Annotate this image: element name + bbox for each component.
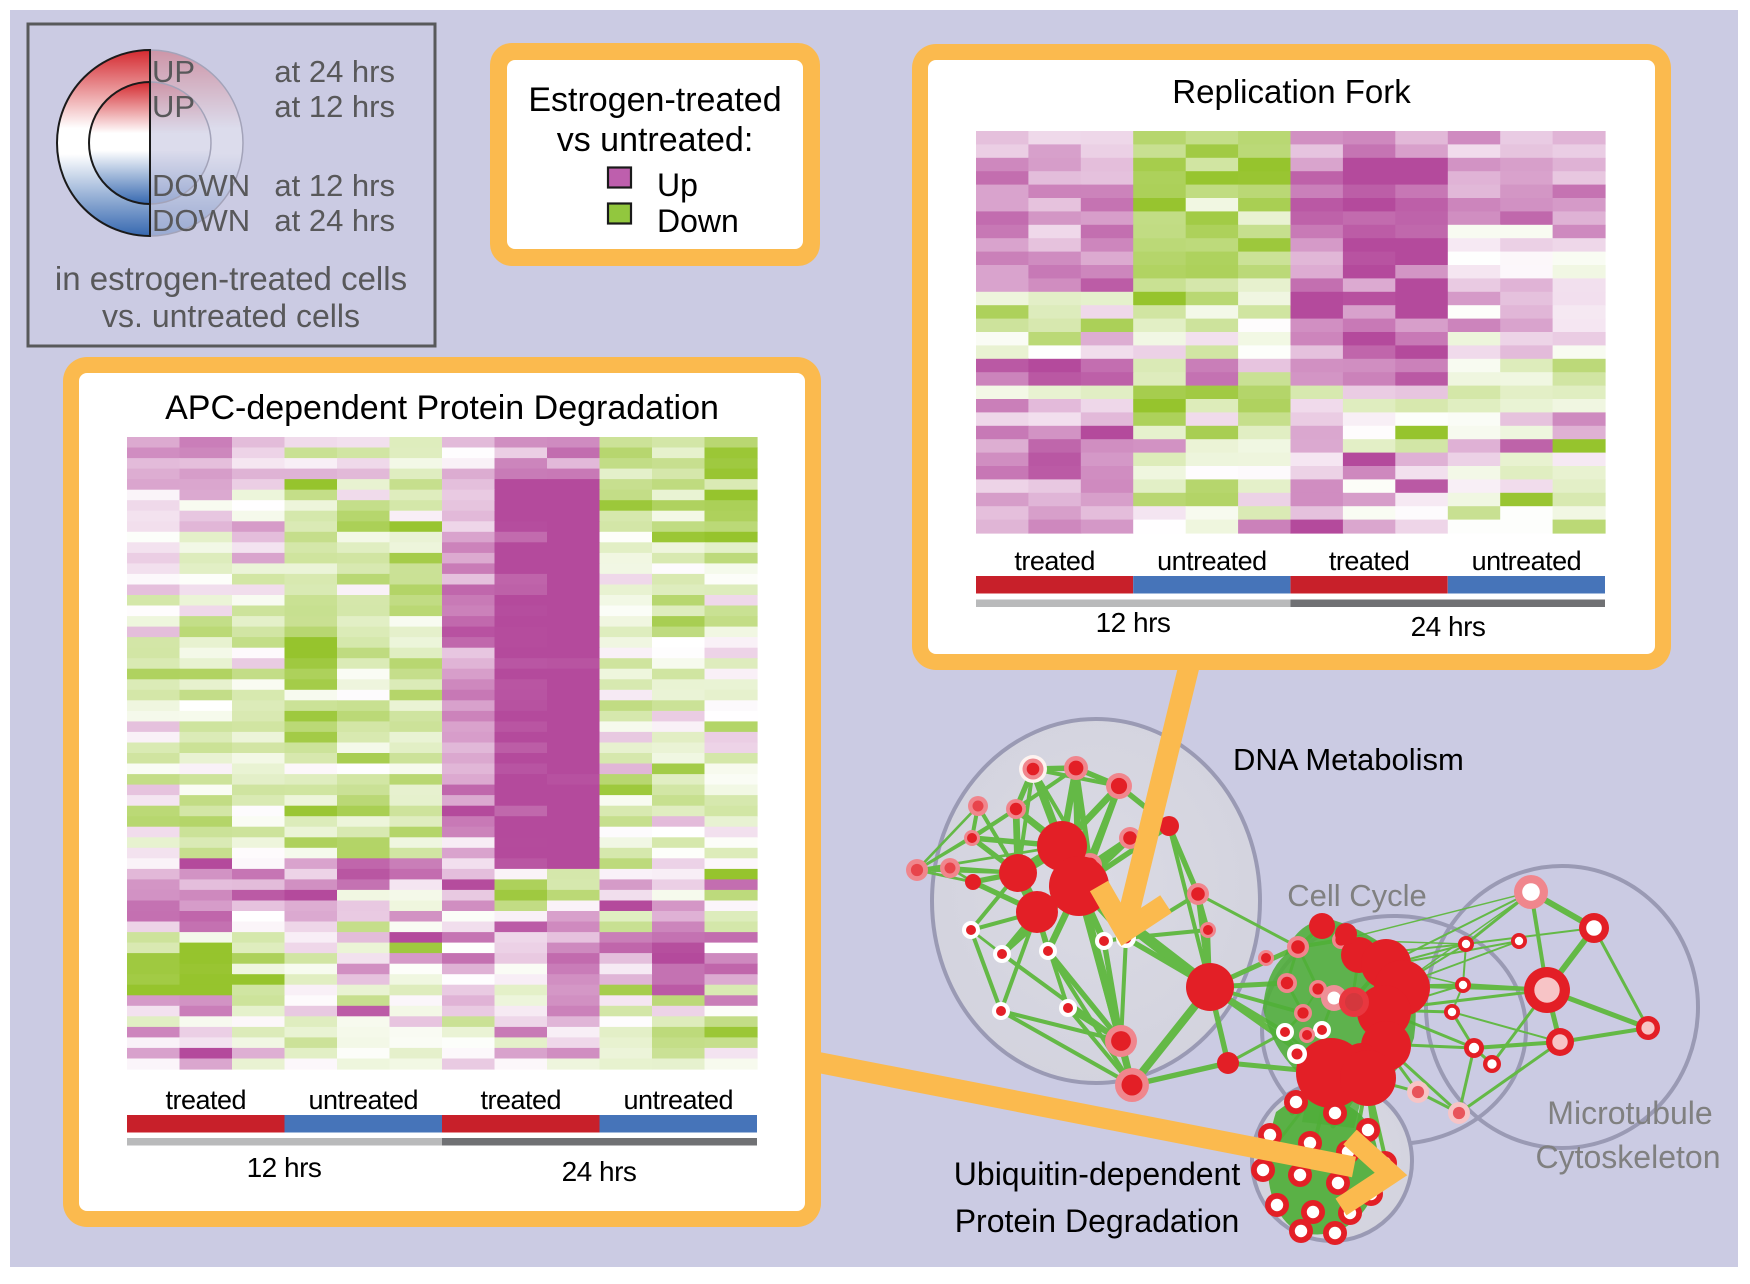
- svg-text:treated: treated: [1329, 546, 1410, 576]
- svg-text:APC-dependent Protein Degradat: APC-dependent Protein Degradation: [165, 389, 719, 427]
- svg-text:untreated: untreated: [623, 1085, 733, 1115]
- svg-text:DOWN: DOWN: [152, 168, 250, 203]
- svg-text:at 24 hrs: at 24 hrs: [274, 54, 395, 89]
- svg-text:treated: treated: [1014, 546, 1095, 576]
- svg-text:24 hrs: 24 hrs: [562, 1156, 637, 1187]
- svg-text:Down: Down: [657, 203, 739, 239]
- svg-text:Microtubule: Microtubule: [1547, 1095, 1712, 1131]
- svg-text:UP: UP: [152, 89, 195, 124]
- svg-text:UP: UP: [152, 54, 195, 89]
- svg-text:untreated: untreated: [1157, 546, 1267, 576]
- svg-text:vs untreated:: vs untreated:: [557, 121, 754, 159]
- svg-text:Replication Fork: Replication Fork: [1172, 73, 1411, 110]
- svg-text:Estrogen-treated: Estrogen-treated: [528, 81, 781, 119]
- svg-text:Up: Up: [657, 167, 698, 203]
- svg-text:Cytoskeleton: Cytoskeleton: [1536, 1139, 1721, 1175]
- svg-text:Cell Cycle: Cell Cycle: [1287, 878, 1427, 913]
- svg-text:untreated: untreated: [1472, 546, 1582, 576]
- svg-text:at 12 hrs: at 12 hrs: [274, 168, 395, 203]
- svg-text:DNA Metabolism: DNA Metabolism: [1233, 742, 1464, 777]
- svg-text:vs. untreated cells: vs. untreated cells: [102, 298, 360, 334]
- svg-text:Ubiquitin-dependent: Ubiquitin-dependent: [954, 1156, 1241, 1192]
- svg-text:in estrogen-treated cells: in estrogen-treated cells: [55, 260, 407, 297]
- svg-text:untreated: untreated: [308, 1085, 418, 1115]
- svg-text:at 12 hrs: at 12 hrs: [274, 89, 395, 124]
- svg-text:12 hrs: 12 hrs: [247, 1152, 322, 1183]
- svg-text:Protein Degradation: Protein Degradation: [955, 1203, 1240, 1239]
- svg-text:treated: treated: [165, 1085, 246, 1115]
- svg-text:24 hrs: 24 hrs: [1411, 611, 1486, 642]
- svg-text:12 hrs: 12 hrs: [1096, 607, 1171, 638]
- svg-text:at 24 hrs: at 24 hrs: [274, 203, 395, 238]
- svg-text:DOWN: DOWN: [152, 203, 250, 238]
- svg-text:treated: treated: [480, 1085, 561, 1115]
